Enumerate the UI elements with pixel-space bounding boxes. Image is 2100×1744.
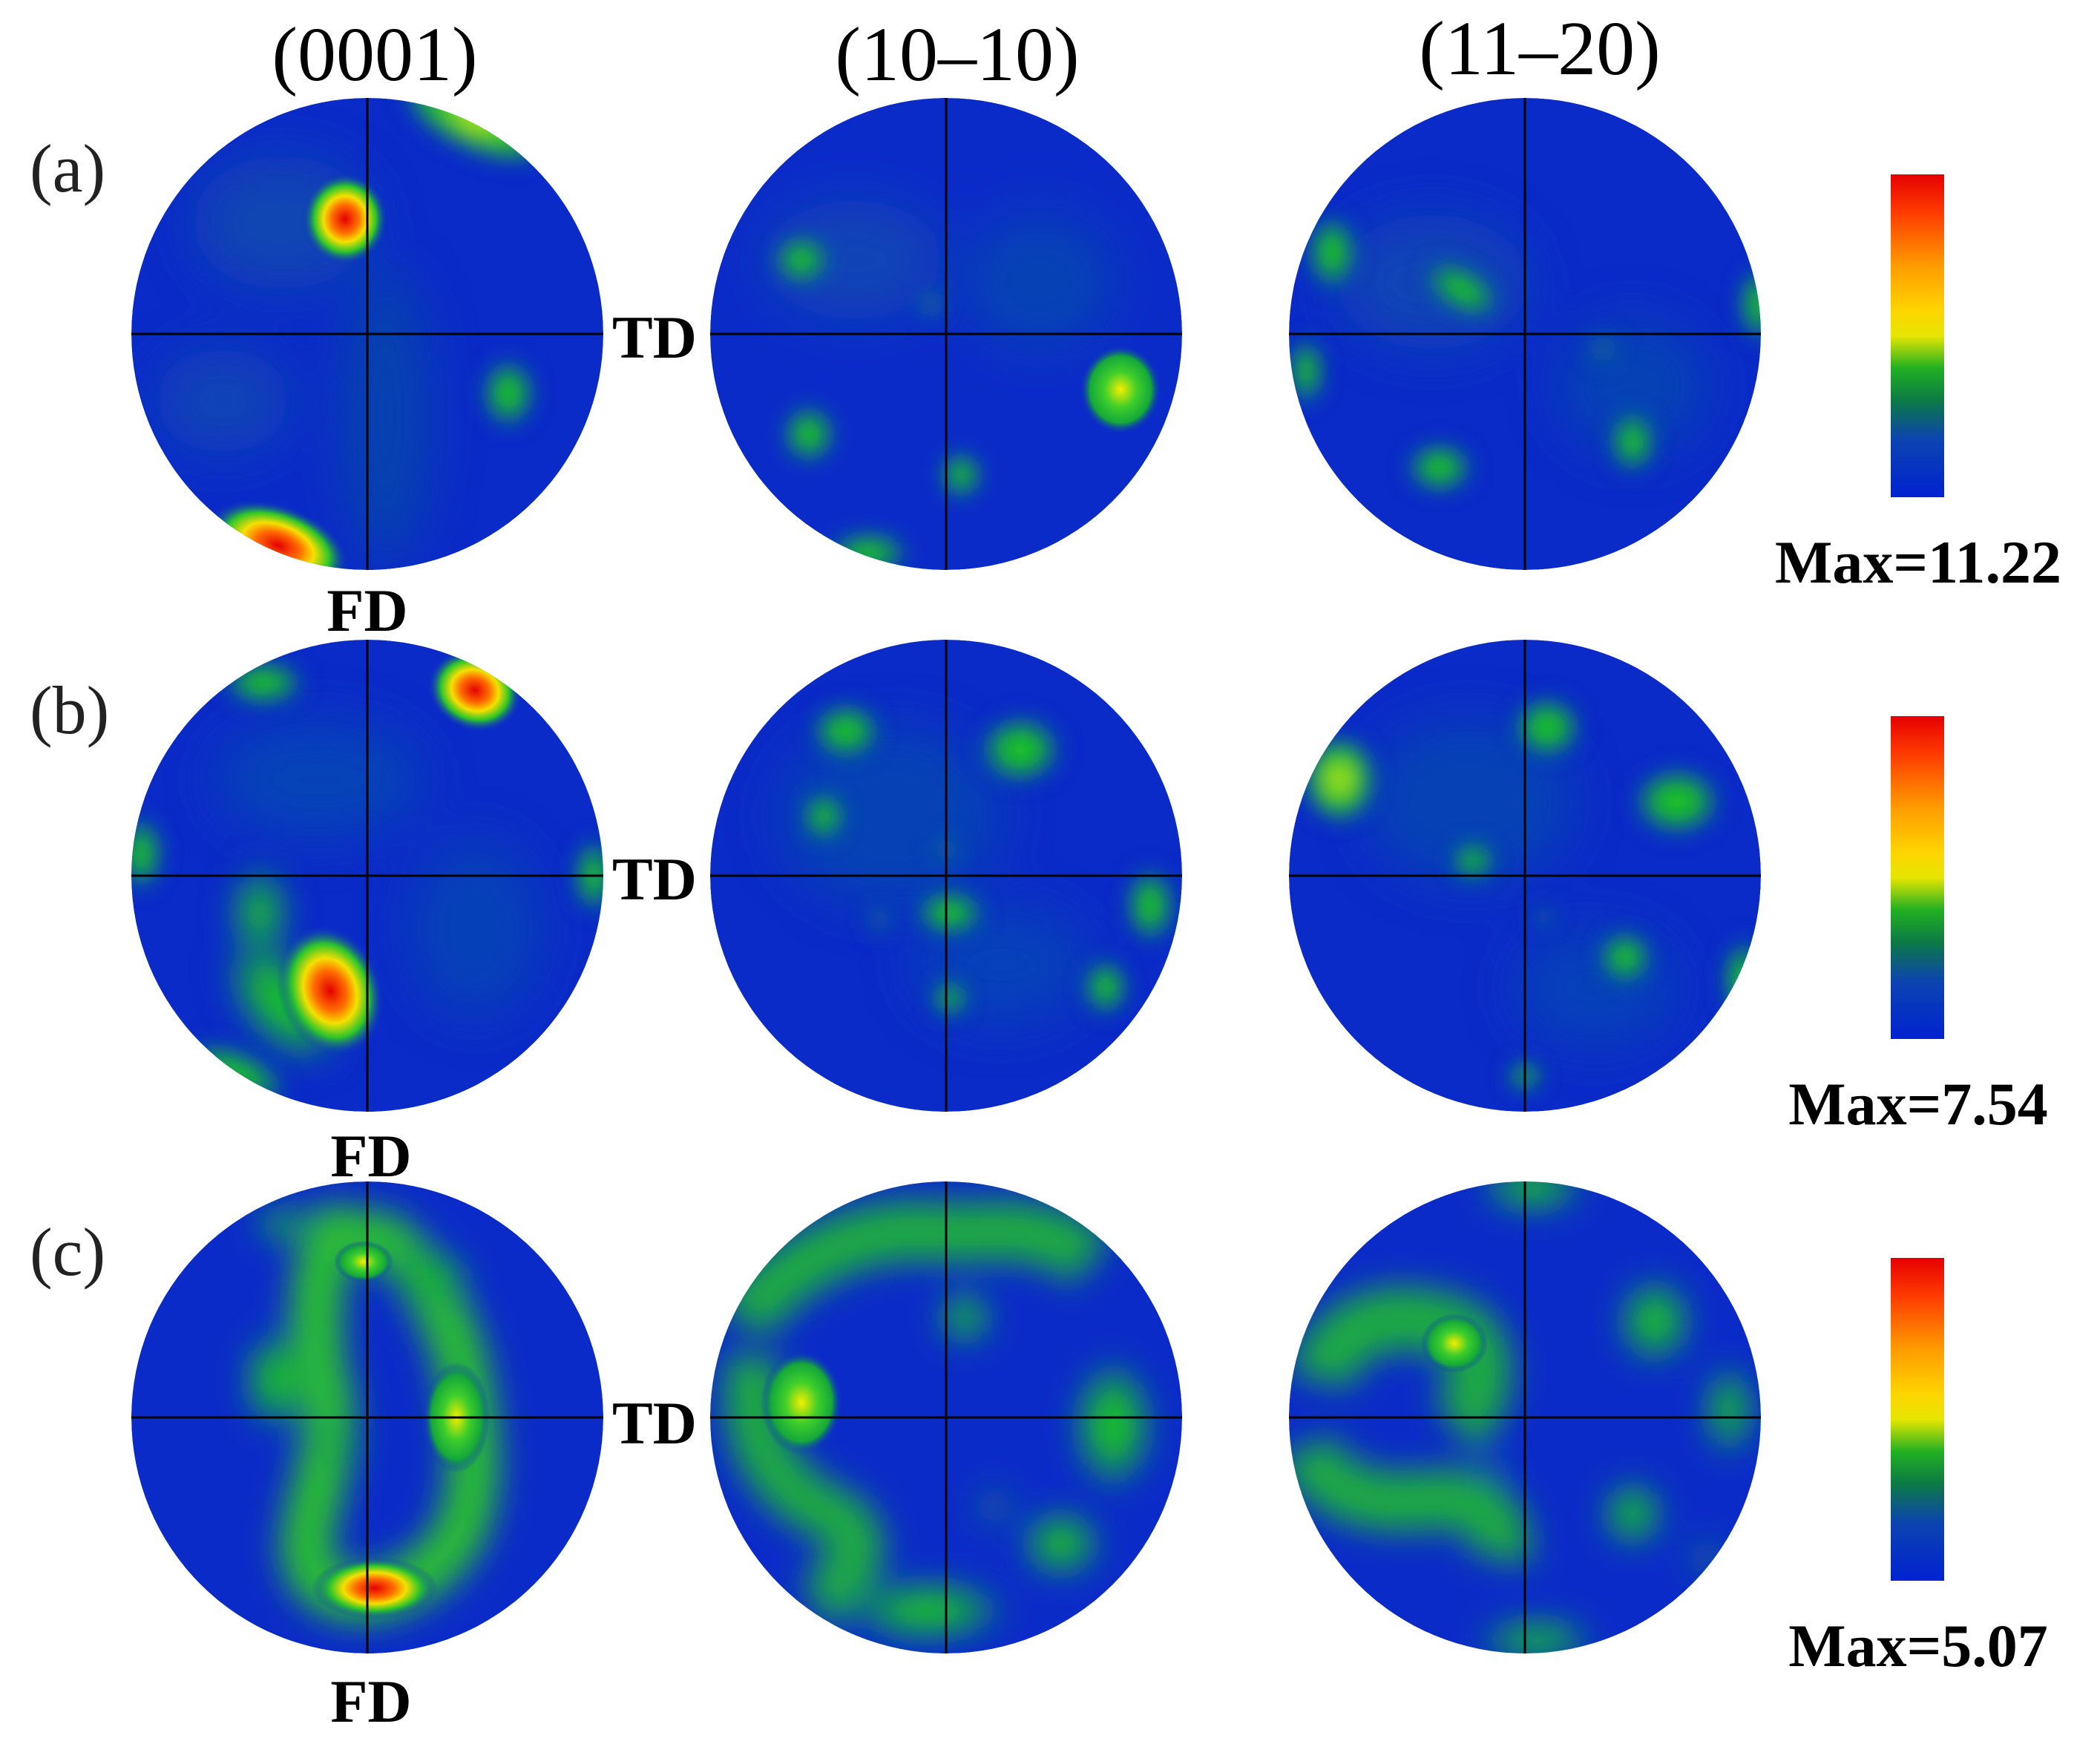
column-title-11-20: (11–20) — [1419, 6, 1660, 91]
pole-figure-c-10-10 — [710, 1181, 1182, 1653]
pole-figure-b-11-20 — [1289, 640, 1761, 1112]
pole-figure-a-10-10 — [710, 98, 1182, 570]
fd-label-a: FD — [327, 577, 407, 644]
max-label-b: Max=7.54 — [1788, 1070, 2048, 1138]
pole-figure-b-10-10 — [710, 640, 1182, 1112]
pole-figure-a-11-20 — [1289, 98, 1761, 570]
pole-figure-c-11-20 — [1289, 1181, 1761, 1653]
pole-figure-c-0001 — [131, 1181, 603, 1653]
column-title-0001: (0001) — [272, 12, 477, 97]
column-title-10-10: (10–10) — [835, 12, 1079, 97]
pole-figure-b-0001 — [131, 640, 603, 1112]
max-label-c: Max=5.07 — [1788, 1612, 2048, 1679]
colorbar-a — [1891, 174, 1944, 497]
td-label-a: TD — [612, 304, 697, 371]
fd-label-b: FD — [330, 1122, 411, 1190]
row-label-b: (b) — [30, 672, 109, 748]
pole-figure-a-0001 — [131, 98, 603, 570]
row-label-c: (c) — [30, 1214, 105, 1290]
td-label-c: TD — [612, 1389, 697, 1457]
row-label-a: (a) — [30, 131, 105, 206]
fd-label-c: FD — [330, 1668, 411, 1735]
max-label-a: Max=11.22 — [1775, 528, 2061, 596]
colorbar-c — [1891, 1258, 1944, 1581]
colorbar-b — [1891, 716, 1944, 1039]
td-label-b: TD — [612, 845, 697, 913]
